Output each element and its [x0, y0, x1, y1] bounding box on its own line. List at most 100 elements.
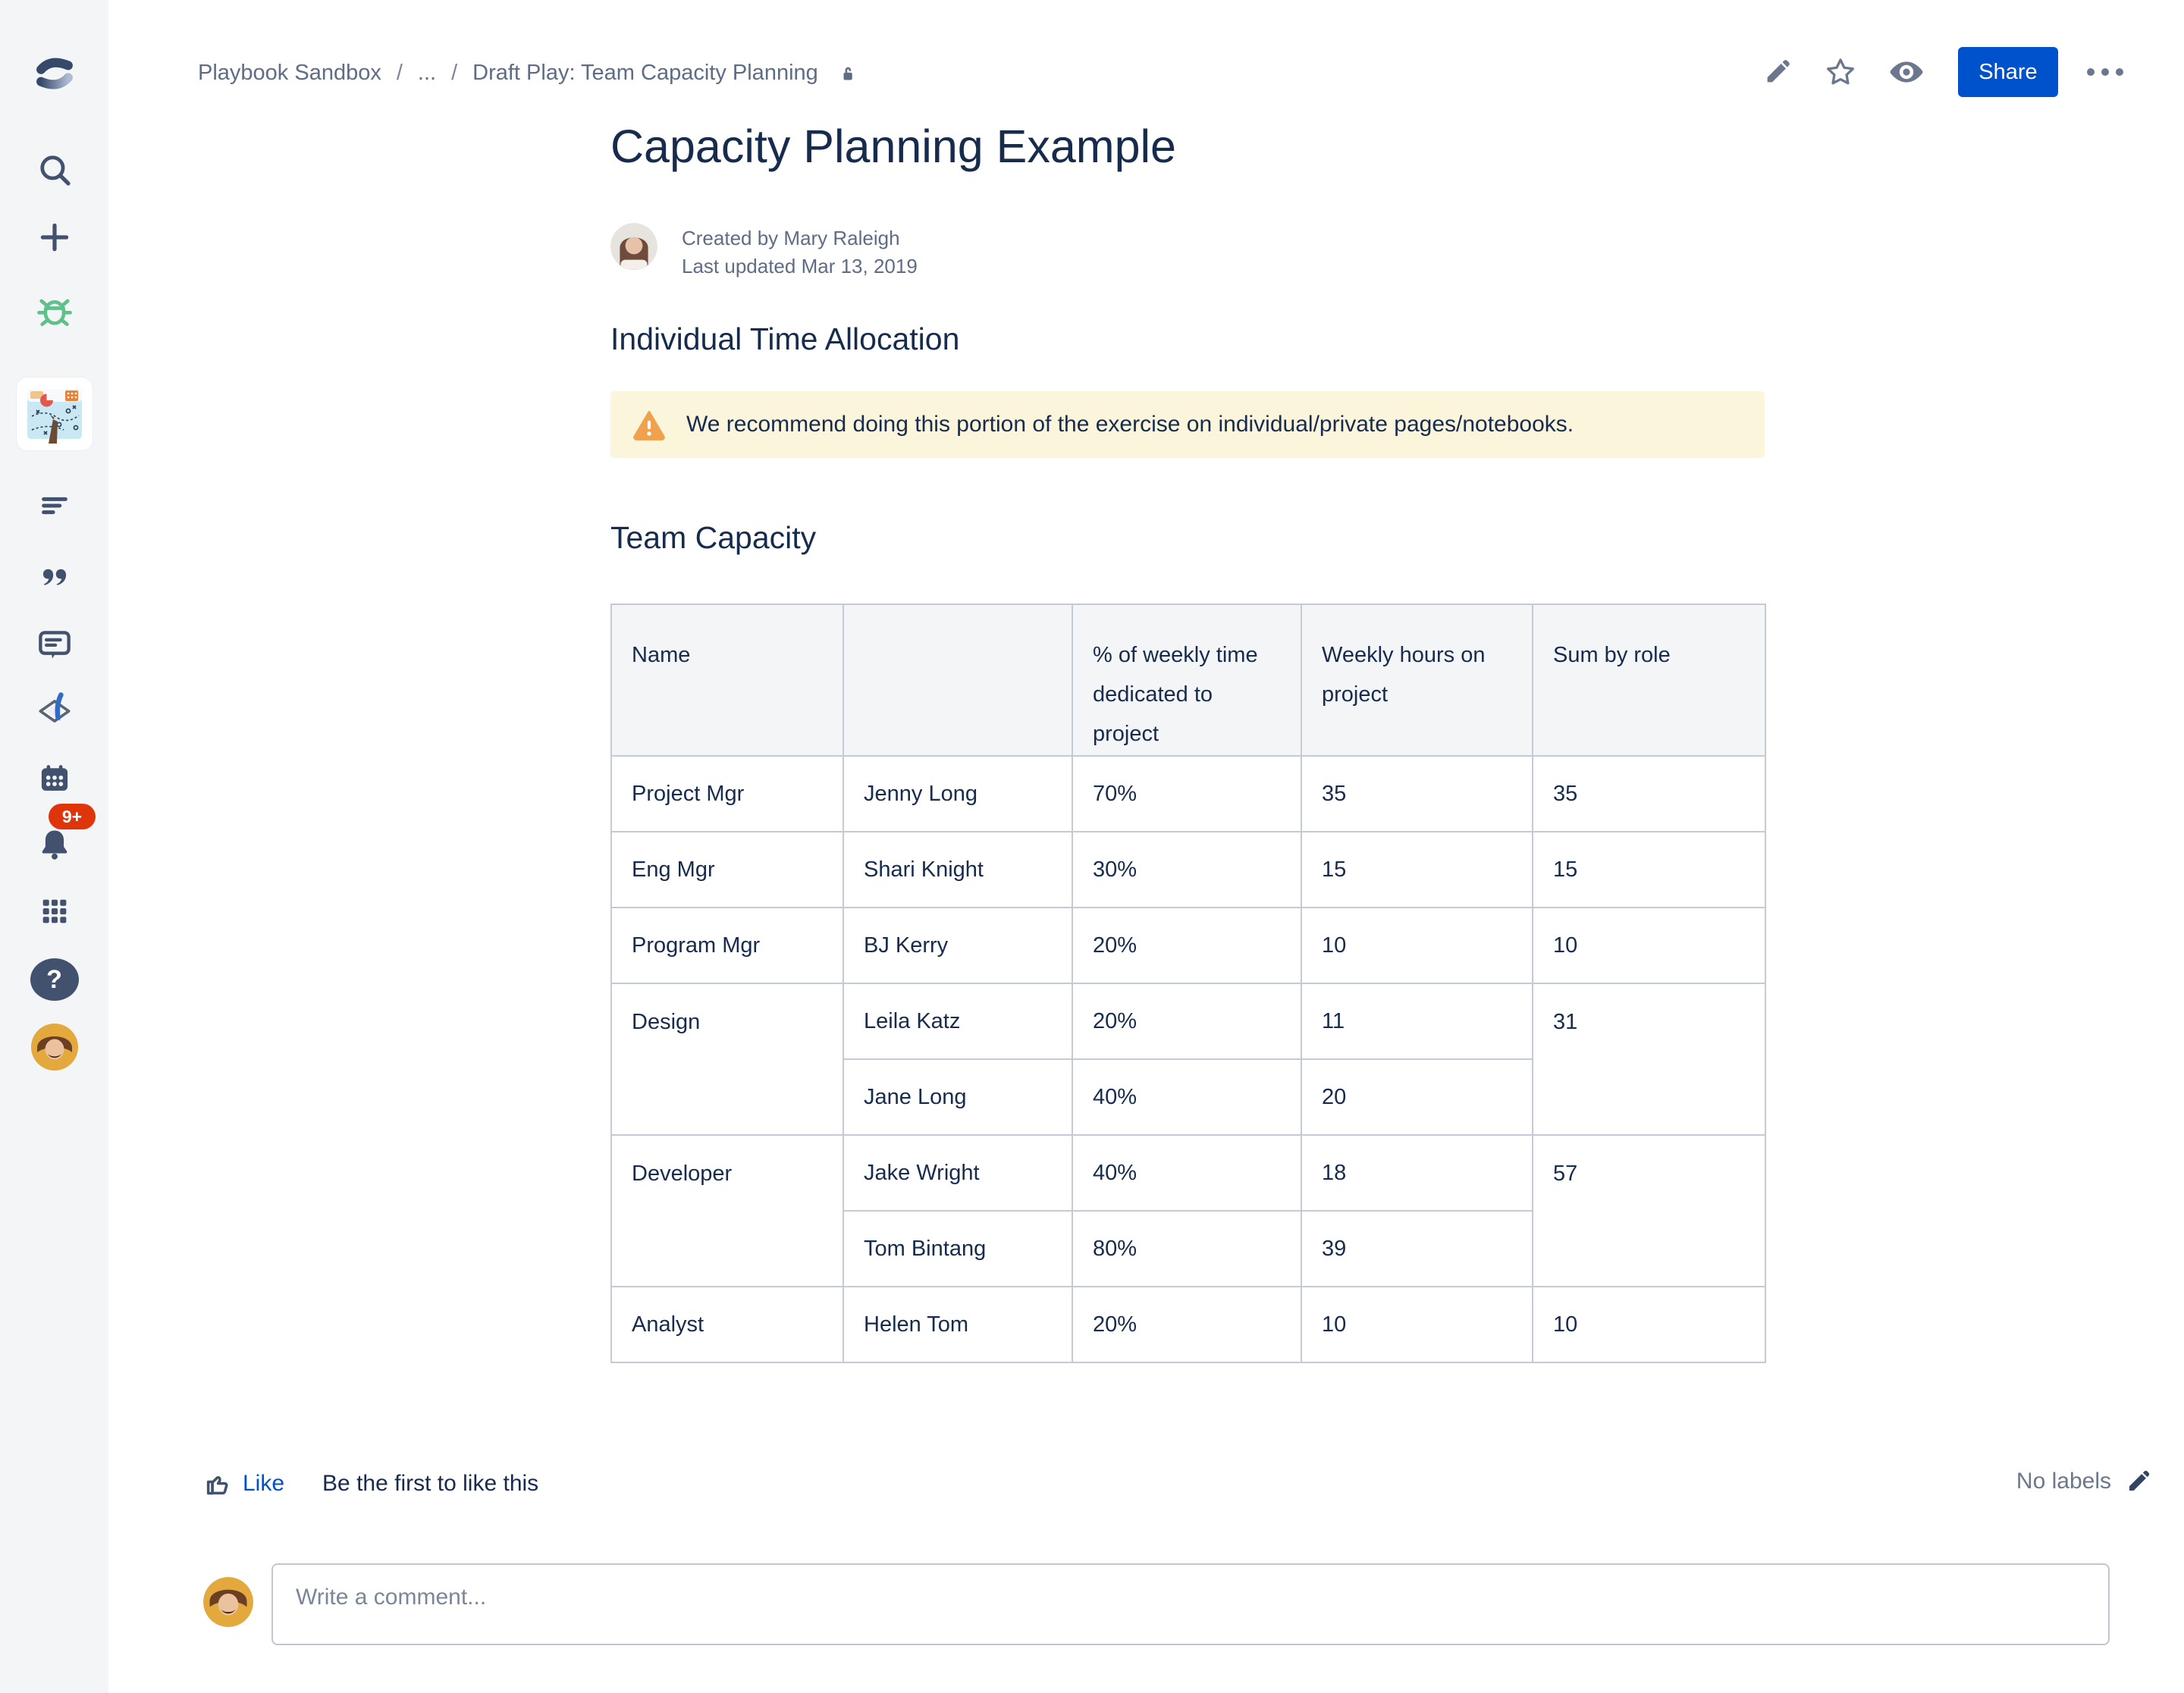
sidebar-item-playbook-space[interactable]	[0, 378, 108, 450]
cell-pct: 20%	[1072, 1286, 1302, 1363]
breadcrumb-ellipsis-link[interactable]: ...	[417, 61, 437, 85]
thumbs-up-icon[interactable]	[203, 1468, 235, 1500]
table-row: Design Leila Katz 20% 11 31	[610, 983, 1766, 1136]
share-button[interactable]: Share	[1958, 47, 2058, 97]
col-header-sum: Sum by role	[1532, 604, 1766, 757]
breadcrumb-space-link[interactable]: Playbook Sandbox	[198, 61, 381, 85]
cell-hours: 10	[1301, 1286, 1533, 1363]
col-header-empty	[843, 604, 1073, 757]
watch-eye-icon[interactable]	[1888, 54, 1925, 90]
cell-pct: 40%	[1072, 1134, 1302, 1212]
table-row: Analyst Helen Tom 20% 10 10	[610, 1286, 1766, 1363]
breadcrumb-page-link[interactable]: Draft Play: Team Capacity Planning	[472, 61, 818, 85]
cell-hours: 20	[1301, 1058, 1533, 1136]
cell-pct: 20%	[1072, 983, 1302, 1060]
create-button[interactable]	[0, 218, 108, 257]
cell-sum: 10	[1532, 1286, 1766, 1363]
edit-pencil-icon[interactable]	[1762, 57, 1793, 87]
like-hint-text: Be the first to like this	[322, 1471, 539, 1496]
last-updated: Last updated Mar 13, 2019	[682, 255, 918, 277]
author-avatar[interactable]	[610, 223, 657, 270]
comment-input[interactable]	[271, 1563, 2110, 1645]
help-button[interactable]: ?	[0, 958, 108, 1001]
byline: Created by Mary Raleigh Last updated Mar…	[610, 223, 918, 281]
table-header-row: Name % of weekly time dedicated to proje…	[610, 604, 1766, 757]
byline-text: Created by Mary Raleigh Last updated Mar…	[682, 223, 918, 281]
cell-sum: 10	[1532, 907, 1766, 984]
labels-text: No labels	[2016, 1469, 2111, 1494]
cell-role: Design	[610, 983, 844, 1136]
cell-pct: 20%	[1072, 907, 1302, 984]
profile-button[interactable]	[0, 1024, 108, 1071]
warning-text: We recommend doing this portion of the e…	[686, 412, 1574, 437]
comment-bubble-icon	[38, 631, 71, 659]
cell-hours: 10	[1301, 907, 1533, 984]
playbook-illustration-icon	[22, 384, 86, 444]
sidebar: 9+ ?	[0, 0, 108, 1693]
table-row: Jane Long 40% 20	[611, 1058, 1765, 1136]
search-button[interactable]	[0, 150, 108, 190]
cell-sum: 15	[1532, 831, 1766, 908]
author-avatar-image	[610, 223, 657, 270]
warning-banner: We recommend doing this portion of the e…	[610, 391, 1765, 458]
bug-report-button[interactable]	[0, 290, 108, 332]
breadcrumb: Playbook Sandbox / ... / Draft Play: Tea…	[198, 61, 859, 86]
playbook-space-thumbnail	[16, 378, 93, 450]
notification-badge: 9+	[49, 804, 96, 829]
cell-role: Analyst	[610, 1286, 844, 1363]
edit-labels-pencil-icon[interactable]	[2125, 1468, 2152, 1495]
table-row: Eng Mgr Shari Knight 30% 15 15	[610, 831, 1766, 908]
cell-role: Eng Mgr	[610, 831, 844, 908]
page-title: Capacity Planning Example	[610, 121, 1176, 172]
apps-button[interactable]	[0, 894, 108, 929]
plus-icon	[40, 223, 68, 252]
commenter-avatar-image	[203, 1577, 253, 1627]
cell-role: Developer	[610, 1134, 844, 1287]
section-heading-team-capacity: Team Capacity	[610, 520, 817, 555]
cell-person: Shari Knight	[843, 831, 1073, 908]
table-row: Program Mgr BJ Kerry 20% 10 10	[610, 907, 1766, 984]
cell-sum: 35	[1532, 755, 1766, 832]
comments-button[interactable]	[0, 625, 108, 664]
cell-sum: 31	[1532, 983, 1766, 1136]
table-row: Project Mgr Jenny Long 70% 35 35	[610, 755, 1766, 832]
star-favorite-icon[interactable]	[1823, 55, 1858, 89]
like-section: Like Be the first to like this	[203, 1468, 538, 1500]
confluence-logo-icon[interactable]	[0, 52, 108, 96]
cell-person: Jane Long	[843, 1058, 1073, 1136]
more-options-icon[interactable]	[2087, 68, 2123, 76]
table-row: Tom Bintang 80% 39	[611, 1210, 1765, 1287]
col-header-pct: % of weekly time dedicated to project	[1072, 604, 1302, 757]
bell-icon	[42, 830, 67, 860]
like-button[interactable]: Like	[243, 1471, 285, 1496]
quotes-button[interactable]	[0, 556, 108, 597]
commenter-avatar	[203, 1577, 253, 1627]
cell-pct: 40%	[1072, 1058, 1302, 1136]
recent-lines-icon	[41, 497, 67, 515]
cell-person: Helen Tom	[843, 1286, 1073, 1363]
team-capacity-table: Name % of weekly time dedicated to proje…	[610, 604, 1766, 1363]
cell-person: Tom Bintang	[843, 1210, 1073, 1287]
notes-pen-icon	[38, 692, 71, 723]
user-avatar	[30, 1024, 78, 1071]
breadcrumb-separator: /	[396, 61, 403, 85]
cell-pct: 70%	[1072, 755, 1302, 832]
cell-pct: 30%	[1072, 831, 1302, 908]
notes-button[interactable]	[0, 690, 108, 732]
cell-role: Project Mgr	[610, 755, 844, 832]
apps-grid-icon	[42, 899, 66, 923]
calendar-button[interactable]	[0, 760, 108, 798]
notifications-button[interactable]: 9+	[0, 804, 108, 863]
help-icon: ?	[30, 958, 79, 1001]
cell-sum: 57	[1532, 1134, 1766, 1287]
cell-hours: 39	[1301, 1210, 1533, 1287]
quote-icon	[42, 569, 66, 585]
confluence-logo-icon	[36, 58, 73, 89]
unlock-icon[interactable]	[836, 62, 859, 85]
page-actions: Share	[1762, 47, 2123, 97]
cell-person: Jenny Long	[843, 755, 1073, 832]
col-header-name: Name	[610, 604, 844, 757]
recent-button[interactable]	[0, 488, 108, 523]
breadcrumb-separator: /	[451, 61, 458, 85]
